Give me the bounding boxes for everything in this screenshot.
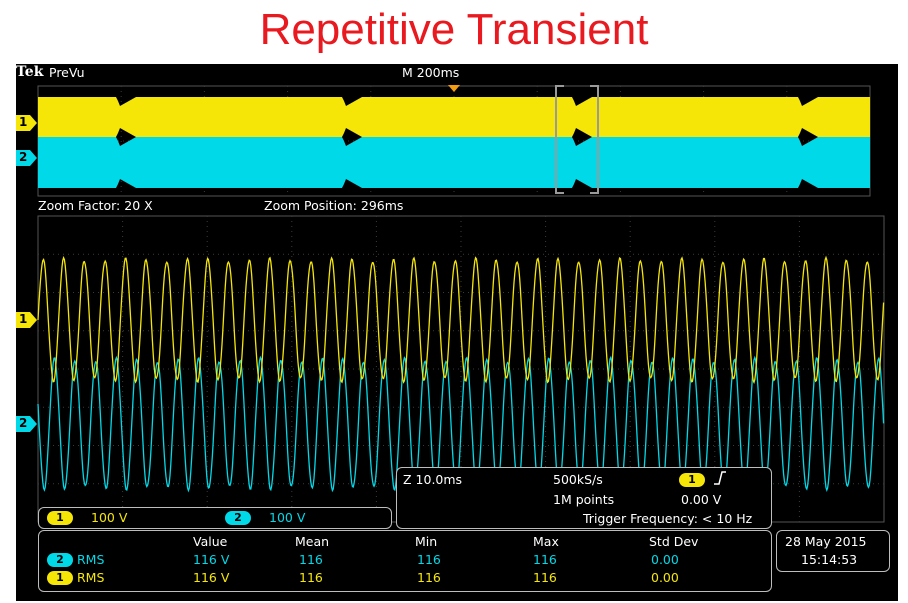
overview-ch2-trace xyxy=(38,137,870,188)
ch1-zoom-marker[interactable]: 1 xyxy=(16,312,37,328)
date-readout: 28 May 2015 xyxy=(785,534,867,549)
ch1-zoom-waveform xyxy=(37,255,885,385)
header-std-dev: Std Dev xyxy=(649,534,699,549)
overview-ch1-trace xyxy=(38,97,870,137)
meas-row1-std: 0.00 xyxy=(651,552,679,567)
horizontal-trigger-box[interactable]: Z 10.0ms 500kS/s 1 1M points 0.00 V Trig… xyxy=(396,467,772,529)
time-readout: 15:14:53 xyxy=(801,552,858,567)
zoom-position-readout: Zoom Position: 296ms xyxy=(264,198,404,213)
sample-rate: 500kS/s xyxy=(553,472,603,487)
ch1-badge: 1 xyxy=(47,511,73,525)
measurements-panel[interactable]: Value Mean Min Max Std Dev 2 RMS 116 V 1… xyxy=(38,530,772,592)
meas-row1-min: 116 xyxy=(417,552,441,567)
meas-row2-type: RMS xyxy=(77,570,105,585)
meas-row2-min: 116 xyxy=(417,570,441,585)
trigger-position-marker xyxy=(448,85,460,92)
ch2-scale: 100 V xyxy=(269,510,306,525)
trigger-source-badge: 1 xyxy=(679,473,705,487)
meas-row2-value: 116 V xyxy=(193,570,230,585)
ch1-overview-band xyxy=(38,97,870,137)
meas-row1-value: 116 V xyxy=(193,552,230,567)
ch2-overview-band xyxy=(38,137,870,188)
meas-row2-std: 0.00 xyxy=(651,570,679,585)
acquisition-mode: PreVu xyxy=(49,65,85,80)
header-value: Value xyxy=(193,534,228,549)
meas-row2-channel-badge: 1 xyxy=(47,571,73,585)
ch1-scale: 100 V xyxy=(91,510,128,525)
meas-row2-max: 116 xyxy=(533,570,557,585)
trigger-level: 0.00 V xyxy=(681,492,722,507)
meas-row1-channel-badge: 2 xyxy=(47,553,73,567)
header-mean: Mean xyxy=(295,534,330,549)
meas-row1-mean: 116 xyxy=(299,552,323,567)
trigger-frequency: Trigger Frequency: < 10 Hz xyxy=(583,511,753,526)
ch1-overview-marker[interactable]: 1 xyxy=(16,115,37,131)
ch2-zoom-marker[interactable]: 2 xyxy=(16,416,37,432)
meas-row1-type: RMS xyxy=(77,552,105,567)
header-max: Max xyxy=(533,534,559,549)
zoom-window-bracket xyxy=(555,85,599,194)
zoom-factor-readout: Zoom Factor: 20 X xyxy=(38,198,153,213)
ch2-badge: 2 xyxy=(225,511,251,525)
ch2-overview-marker[interactable]: 2 xyxy=(16,150,37,166)
zoom-ch1-trace xyxy=(37,255,885,385)
channel-scale-box[interactable]: 1 100 V 2 100 V xyxy=(38,507,392,529)
datetime-box: 28 May 2015 15:14:53 xyxy=(776,530,890,572)
zoom-scale: Z 10.0ms xyxy=(403,472,463,487)
oscilloscope-screen: Tek PreVu M 200ms Zoom Factor: 20 X Zoom… xyxy=(16,64,898,601)
brand-logo: Tek xyxy=(16,64,44,80)
meas-row1-max: 116 xyxy=(533,552,557,567)
record-length: 1M points xyxy=(553,492,615,507)
timebase-readout[interactable]: M 200ms xyxy=(402,65,460,80)
header-min: Min xyxy=(415,534,438,549)
slide-title: Repetitive Transient xyxy=(259,5,649,54)
rising-edge-icon xyxy=(713,470,727,490)
meas-row2-mean: 116 xyxy=(299,570,323,585)
